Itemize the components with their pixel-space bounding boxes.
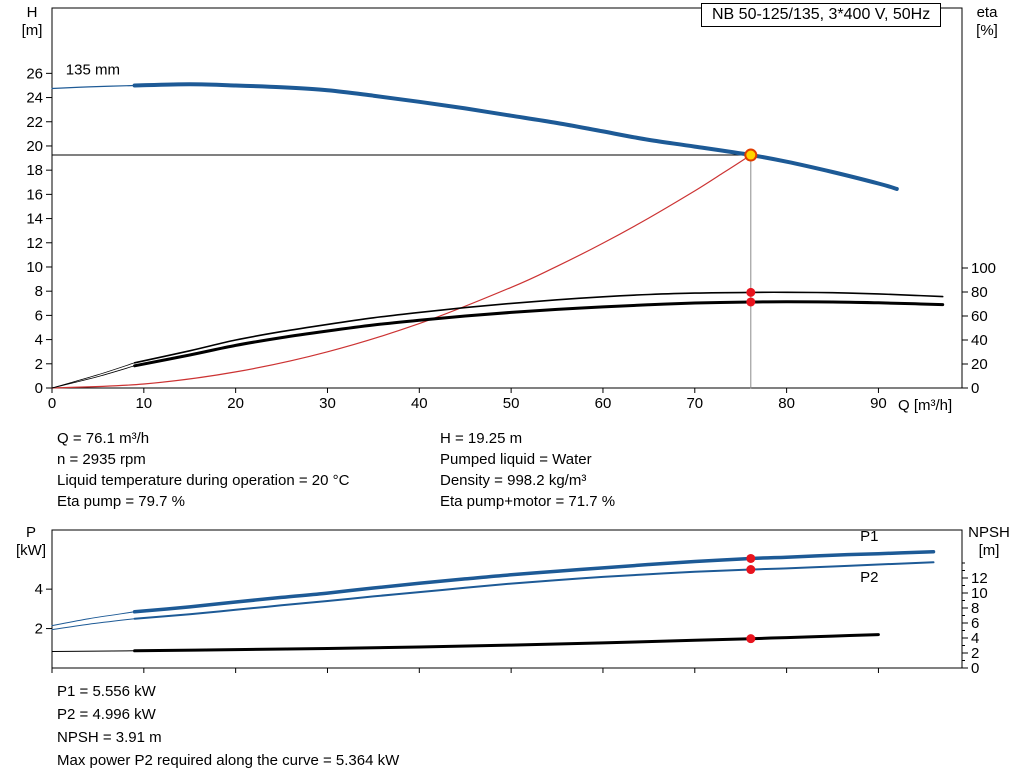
left-tick-label: 16 <box>26 186 43 203</box>
x-tick-label: 60 <box>595 395 612 412</box>
head-curve <box>132 82 899 191</box>
head-line: H = 19.25 m <box>440 430 523 447</box>
system-curve <box>51 154 752 389</box>
left-tick-label: 22 <box>26 114 43 131</box>
liquid-line: Pumped liquid = Water <box>440 451 592 468</box>
x-tick-label: 10 <box>135 395 152 412</box>
bottom-plot-frame <box>51 529 963 669</box>
npsh-curve <box>133 633 880 653</box>
npsh-axis-title: NPSH [m] <box>960 524 1018 560</box>
x-tick-label: 50 <box>503 395 520 412</box>
temperature-line: Liquid temperature during operation = 20… <box>57 472 350 489</box>
x-tick-label: 90 <box>870 395 887 412</box>
eta-pump-lead <box>51 362 135 389</box>
eta-axis-title: eta [%] <box>963 4 1011 40</box>
right-tick-label: 60 <box>971 308 988 325</box>
right-tick-label: 40 <box>971 332 988 349</box>
left-tick-label: 14 <box>26 211 43 228</box>
eta-axis-unit: [%] <box>976 22 998 39</box>
left-tick-label: 24 <box>26 90 43 107</box>
p1-line: P1 = 5.556 kW <box>57 683 156 700</box>
eta-pump-curve <box>133 291 944 364</box>
x-tick-label: 80 <box>778 395 795 412</box>
left-tick-label: 2 <box>35 356 43 373</box>
eta-pump-motor-lead <box>51 365 135 389</box>
left-tick-label: 20 <box>26 138 43 155</box>
left-tick-label: 8 <box>35 283 43 300</box>
right-tick-label: 4 <box>971 630 979 647</box>
left-tick-label: 0 <box>35 380 43 397</box>
operating-info-left: Q = 76.1 m³/h n = 2935 rpm Liquid temper… <box>57 428 349 512</box>
max-p2-line: Max power P2 required along the curve = … <box>57 752 400 769</box>
npsh-dot <box>746 634 756 644</box>
density-line: Density = 998.2 kg/m³ <box>440 472 587 489</box>
npsh-lead <box>51 650 136 652</box>
npsh-axis-name: NPSH <box>968 524 1010 541</box>
flow-axis-title: Q [m³/h] <box>898 397 953 414</box>
left-tick-label: 26 <box>26 65 43 82</box>
right-tick-label: 0 <box>971 380 979 397</box>
p2-line: P2 = 4.996 kW <box>57 706 156 723</box>
power-axis-name: P <box>25 524 36 541</box>
eta-pump-line: Eta pump = 79.7 % <box>57 493 185 510</box>
p2-dot <box>746 565 756 575</box>
eta-pump-motor-dot <box>746 297 756 307</box>
eta-pump-motor-curve <box>133 300 945 368</box>
right-tick-label: 10 <box>971 585 988 602</box>
p1-lead <box>51 611 136 627</box>
x-tick-label: 40 <box>411 395 428 412</box>
eta-total-line: Eta pump+motor = 71.7 % <box>440 493 616 510</box>
p1-curve <box>132 549 936 614</box>
npsh-line: NPSH = 3.91 m <box>57 729 162 746</box>
left-tick-label: 6 <box>35 307 43 324</box>
left-tick-label: 10 <box>26 259 43 276</box>
flow-line: Q = 76.1 m³/h <box>57 430 150 447</box>
npsh-axis-unit: [m] <box>978 542 1000 559</box>
x-tick-label: 20 <box>227 395 244 412</box>
head-axis-unit: [m] <box>21 22 43 39</box>
power-axis-title: P [kW] <box>8 524 54 560</box>
right-tick-label: 20 <box>971 356 988 373</box>
left-tick-label: 4 <box>35 581 43 598</box>
speed-line: n = 2935 rpm <box>57 451 146 468</box>
x-tick-label: 70 <box>686 395 703 412</box>
head-axis-title: H [m] <box>10 4 54 40</box>
eta-pump-dot <box>746 287 756 297</box>
top-plot-frame <box>51 7 963 389</box>
impeller-size-label: 135 mm <box>66 62 120 79</box>
eta-axis-name: eta <box>976 4 998 21</box>
p2-lead <box>51 618 136 631</box>
right-tick-label: 8 <box>971 600 979 617</box>
right-tick-label: 12 <box>971 570 988 587</box>
right-tick-label: 100 <box>971 260 996 277</box>
p1-curve-label: P1 <box>860 528 878 545</box>
operating-info-right: H = 19.25 m Pumped liquid = Water Densit… <box>440 428 615 512</box>
left-tick-label: 18 <box>26 162 43 179</box>
p2-curve-label: P2 <box>860 569 878 586</box>
right-tick-label: 80 <box>971 284 988 301</box>
left-tick-label: 2 <box>35 621 43 638</box>
p1-dot <box>746 553 756 563</box>
power-info: P1 = 5.556 kW P2 = 4.996 kW NPSH = 3.91 … <box>57 680 399 772</box>
x-tick-label: 30 <box>319 395 336 412</box>
duty-point-marker[interactable] <box>744 148 758 162</box>
right-tick-label: 6 <box>971 615 979 632</box>
x-tick-label: 0 <box>48 395 56 412</box>
head-curve-lead <box>51 84 136 90</box>
power-axis-unit: [kW] <box>16 542 46 559</box>
pump-title-box: NB 50-125/135, 3*400 V, 50Hz <box>701 3 942 27</box>
left-tick-label: 12 <box>26 235 43 252</box>
p2-curve <box>133 561 935 620</box>
right-tick-label: 2 <box>971 645 979 662</box>
left-tick-label: 4 <box>35 332 43 349</box>
right-tick-label: 0 <box>971 660 979 677</box>
head-axis-name: H <box>26 4 38 21</box>
